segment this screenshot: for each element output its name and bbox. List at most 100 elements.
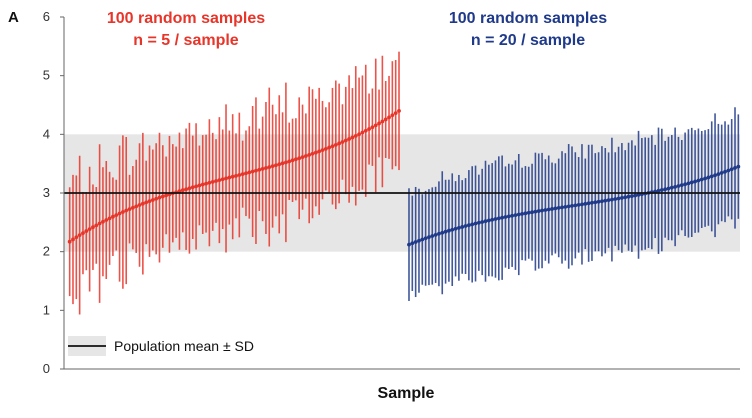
sample-mean-point [699,177,704,182]
sample-mean-point [117,211,122,216]
sample-mean-point [270,164,275,169]
sample-mean-point [353,133,358,138]
sample-mean-point [363,128,368,133]
sample-mean-point [713,173,717,178]
sample-mean-point [407,242,411,247]
sample-mean-point [370,125,375,130]
sample-mean-point [447,228,451,233]
sample-mean-point [423,236,428,241]
sample-mean-point [197,183,202,188]
sample-mean-point [706,175,711,180]
y-tick-label: 0 [43,361,50,376]
y-tick-label: 1 [43,302,50,317]
sample-mean-point [570,203,574,208]
sample-mean-point [516,212,521,217]
sample-mean-point [437,231,441,236]
sample-mean-point [483,219,488,224]
sample-mean-point [343,138,348,143]
sample-mean-point [466,223,471,228]
sample-mean-point [553,206,558,211]
sample-mean-point [277,162,282,167]
sample-mean-point [510,213,515,218]
sample-mean-point [264,166,268,170]
sample-mean-point [190,185,195,190]
sample-mean-point [77,233,82,238]
sample-mean-point [257,167,262,172]
sample-mean-point [383,117,388,122]
sample-mean-point [293,157,298,162]
sample-mean-point [576,202,581,207]
sample-mean-point [500,215,505,220]
sample-mean-point [656,188,661,193]
sample-mean-point [127,207,132,212]
sample-mean-point [134,204,139,209]
sample-mean-point [443,229,448,234]
sample-mean-point [313,150,318,155]
sample-mean-point [686,181,691,186]
sample-mean-point [137,203,142,207]
sample-mean-point [323,146,328,151]
sample-mean-point [204,181,208,186]
sample-mean-point [473,221,478,226]
sample-mean-point [463,224,468,228]
sample-mean-point [320,148,325,153]
sample-mean-point [67,239,72,244]
sample-mean-point [244,171,248,176]
sample-mean-point [84,229,89,233]
sample-mean-point [333,142,338,147]
sample-mean-point [97,221,102,226]
sample-mean-point [154,196,159,201]
sample-mean-point [683,182,688,187]
sample-mean-point [513,213,518,218]
sample-mean-point [130,205,135,210]
sample-mean-point [526,210,531,215]
sample-mean-point [200,182,205,187]
sample-mean-point [546,207,551,212]
sample-mean-point [87,227,92,232]
sample-mean-point [267,165,272,170]
sample-mean-point [160,194,165,199]
sample-mean-point [596,199,601,204]
sample-mean-point [616,196,621,201]
sample-mean-point [330,144,335,149]
sample-mean-point [107,216,112,221]
sample-mean-point [224,176,228,181]
sample-mean-point [476,220,481,225]
legend-label: Population mean ± SD [114,338,254,354]
sample-mean-point [506,214,511,219]
sample-mean-point [533,209,538,214]
sample-mean-point [540,208,544,213]
sample-mean-point [440,230,445,235]
sample-mean-point [157,195,162,200]
sample-mean-point [689,180,694,185]
sample-mean-point [480,220,485,224]
sample-mean-point [220,177,225,182]
sample-mean-point [350,135,355,140]
sample-mean-point [433,232,438,237]
sample-mean-point [347,137,352,141]
sample-mean-point [184,187,188,192]
sample-mean-point [397,108,401,113]
sample-mean-point [111,214,115,219]
sample-mean-point [593,200,598,205]
sample-mean-point [234,173,238,178]
sample-mean-point [460,225,465,229]
sample-mean-point [520,212,524,216]
sample-mean-point [337,141,342,146]
sample-mean-point [74,235,79,240]
sample-mean-point [327,145,332,150]
sample-mean-point [340,140,345,144]
sample-mean-point [606,198,611,203]
sample-mean-point [360,130,365,135]
sample-mean-point [124,208,129,213]
sample-mean-point [260,167,265,171]
sample-mean-point [633,193,638,198]
sample-mean-point [284,160,288,165]
sample-mean-point [536,209,541,213]
sample-mean-point [550,207,554,211]
y-tick-label: 3 [43,185,50,200]
sample-mean-point [387,115,391,120]
sample-mean-point [673,184,678,189]
sample-mean-point [703,176,707,181]
